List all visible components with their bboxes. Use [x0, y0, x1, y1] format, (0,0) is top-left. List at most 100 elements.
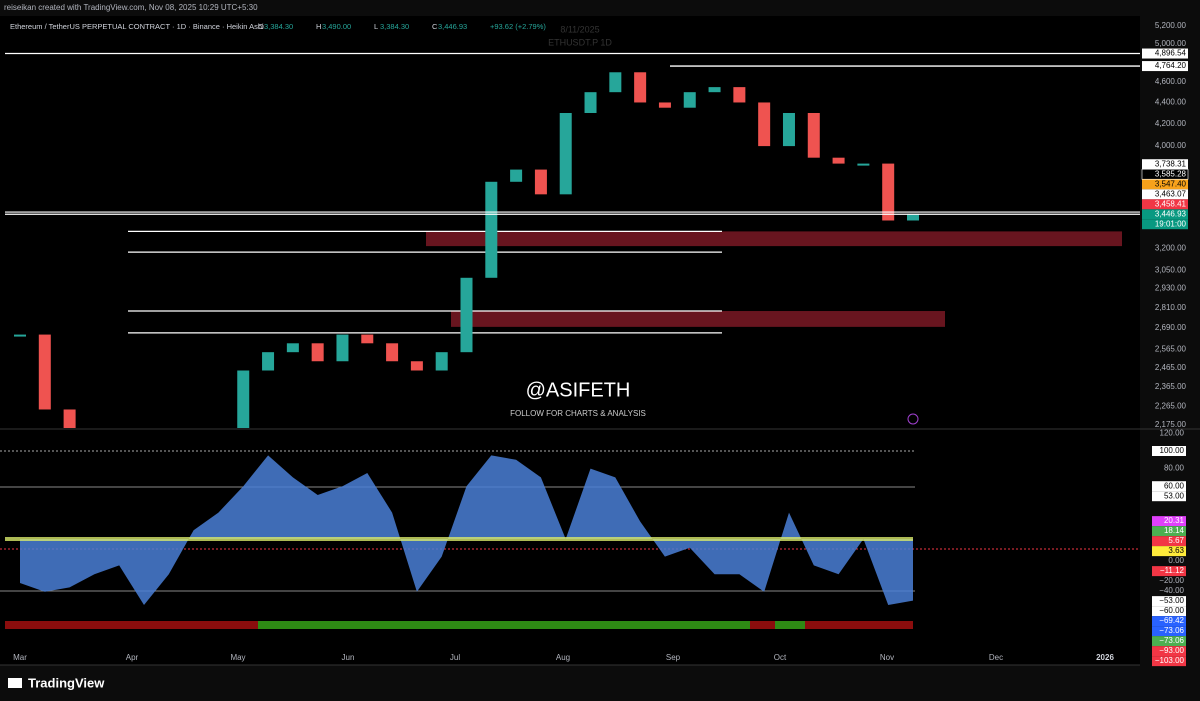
- candle: [758, 102, 771, 147]
- candle: [286, 343, 299, 353]
- indicator-tag-label: 60.00: [1164, 481, 1185, 490]
- indicator-tag: [1152, 481, 1186, 492]
- indicator-tag: [1152, 536, 1186, 547]
- state-bar: [5, 621, 913, 629]
- y-tick-label: 4,200.00: [1155, 119, 1187, 128]
- indicator-tag: [1152, 566, 1186, 577]
- indicator-tag-label: 120.00: [1160, 429, 1185, 438]
- ohlc-key: O: [258, 22, 264, 31]
- price-tag-label: 3,585.28: [1155, 169, 1187, 178]
- ohlc-value: 3,490.00: [322, 22, 351, 31]
- footer-brand: TradingView: [28, 675, 105, 690]
- ohlc-value: 3,384.30: [264, 22, 293, 31]
- y-tick-label: 2,930.00: [1155, 284, 1187, 293]
- indicator-tag: [1152, 656, 1186, 667]
- candle: [386, 343, 399, 362]
- oscillator-area: [20, 455, 913, 605]
- candle: [410, 361, 423, 371]
- candle: [336, 334, 349, 362]
- ohlc-key: H: [316, 22, 321, 31]
- indicator-tag: [1152, 546, 1186, 557]
- candle: [435, 352, 448, 371]
- brand-handle: @ASIFETH: [526, 379, 631, 401]
- candle: [882, 163, 895, 221]
- zone: [451, 311, 945, 327]
- y-tick-label: 2,565.00: [1155, 345, 1187, 354]
- candle: [14, 334, 26, 337]
- candle: [485, 181, 498, 278]
- candle: [559, 112, 572, 195]
- candle: [460, 277, 473, 353]
- candle: [683, 92, 696, 108]
- x-tick-label: 2026: [1096, 653, 1114, 662]
- indicator-tag: [1152, 491, 1186, 502]
- price-tag-label: 3,463.07: [1155, 189, 1187, 198]
- indicator-tag: [1152, 626, 1186, 637]
- indicator-tag: [1152, 606, 1186, 617]
- indicator-tag-label: −60.00: [1159, 606, 1184, 615]
- state-segment: [5, 621, 258, 629]
- watermark-date: 8/11/2025: [560, 24, 599, 34]
- y-tick-label: 4,600.00: [1155, 77, 1187, 86]
- candle: [658, 102, 671, 108]
- indicator-tag-label: −73.06: [1159, 636, 1184, 645]
- zero-band: [5, 537, 913, 541]
- state-segment: [805, 621, 913, 629]
- candle: [832, 157, 845, 164]
- candle: [63, 409, 76, 428]
- y-tick-label: 2,365.00: [1155, 382, 1187, 391]
- change: +93.62 (+2.79%): [490, 22, 546, 31]
- x-tick-label: Sep: [666, 653, 681, 662]
- level-tag: [1142, 61, 1188, 72]
- state-segment: [750, 621, 775, 629]
- candle: [510, 169, 523, 182]
- price-tag-label: 3,458.41: [1155, 199, 1187, 208]
- ohlc-value: 3,384.30: [380, 22, 409, 31]
- indicator-tag-label: −73.06: [1159, 626, 1184, 635]
- y-tick-label: 5,000.00: [1155, 39, 1187, 48]
- y-tick-label: 2,175.00: [1155, 420, 1187, 429]
- indicator-tag: [1152, 646, 1186, 657]
- indicator-tag-label: 0.00: [1168, 556, 1184, 565]
- candle: [733, 87, 746, 103]
- price-tag-label: 3,446.93: [1155, 209, 1187, 218]
- candle: [311, 343, 324, 362]
- candle: [782, 112, 795, 147]
- x-tick-label: Nov: [880, 653, 894, 662]
- x-tick-label: Aug: [556, 653, 570, 662]
- indicator-tag-label: −69.42: [1159, 616, 1184, 625]
- y-tick-label: 2,690.00: [1155, 323, 1187, 332]
- price-tag-label: 3,547.40: [1155, 179, 1187, 188]
- icon: [907, 413, 919, 425]
- indicator-tag-label: 3.63: [1168, 546, 1184, 555]
- indicator-tag-label: 5.67: [1168, 536, 1184, 545]
- candle: [857, 163, 870, 166]
- level-label: 4,764.20: [1155, 61, 1187, 70]
- indicator-tag-label: 80.00: [1164, 464, 1185, 473]
- y-tick-label: 2,265.00: [1155, 402, 1187, 411]
- y-tick-label: 2,810.00: [1155, 303, 1187, 312]
- candle: [584, 92, 597, 113]
- indicator-tag: [1152, 596, 1186, 607]
- brand-tagline: FOLLOW FOR CHARTS & ANALYSIS: [510, 409, 646, 418]
- state-segment: [258, 621, 750, 629]
- creator: reiseikan created with TradingView.com, …: [4, 3, 258, 12]
- x-tick-label: Apr: [126, 653, 139, 662]
- indicator-tag: [1152, 526, 1186, 537]
- main-pane: [14, 72, 1122, 428]
- price-tag: [1142, 209, 1188, 220]
- y-tick-label: 3,050.00: [1155, 265, 1187, 274]
- indicator-pane: [5, 455, 913, 605]
- candle: [609, 72, 622, 93]
- indicator-tag-label: 20.31: [1164, 516, 1185, 525]
- y-tick-label: 4,400.00: [1155, 98, 1187, 107]
- candle: [807, 112, 820, 158]
- candle: [534, 169, 547, 195]
- x-tick-label: Jul: [450, 653, 460, 662]
- state-segment: [775, 621, 805, 629]
- y-tick-label: 5,200.00: [1155, 21, 1187, 30]
- x-tick-label: Jun: [342, 653, 355, 662]
- y-tick-label: 3,200.00: [1155, 243, 1187, 252]
